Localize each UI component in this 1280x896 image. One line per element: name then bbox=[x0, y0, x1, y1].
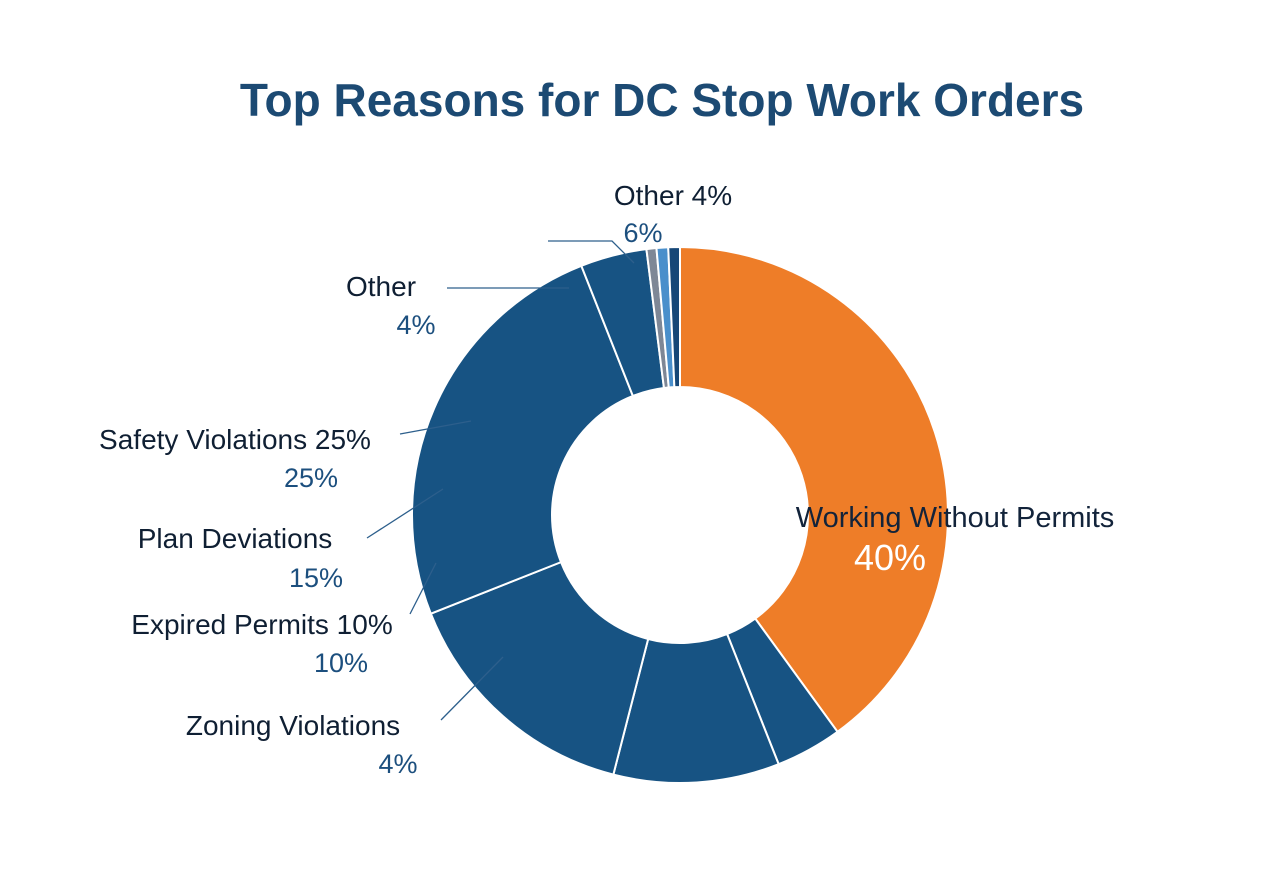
slice-label-working-without-permits: Working Without Permits bbox=[796, 502, 1115, 534]
slice-pct-zoning-violations: 4% bbox=[378, 749, 417, 779]
slice-label-plan-deviations: Plan Deviations bbox=[138, 523, 333, 554]
slice-label-other: Other bbox=[346, 271, 416, 302]
slice-pct-working-without-permits: 40% bbox=[854, 537, 926, 578]
slice-label-safety-violations: Safety Violations 25% bbox=[99, 424, 371, 455]
donut-slice-3 bbox=[429, 560, 650, 776]
slice-pct-expired-permits: 10% bbox=[314, 648, 368, 678]
donut-slice-8 bbox=[667, 245, 681, 389]
slice-label-zoning-violations: Zoning Violations bbox=[186, 710, 400, 741]
leader-line-1 bbox=[409, 562, 437, 615]
donut-slices bbox=[411, 245, 949, 784]
donut-slice-0 bbox=[679, 245, 949, 734]
slice-pct-safety-violations: 25% bbox=[284, 463, 338, 493]
leader-line-2 bbox=[366, 488, 444, 539]
slice-label-expired-permits: Expired Permits 10% bbox=[131, 609, 392, 640]
leader-line-3 bbox=[399, 420, 472, 435]
slice-pct-other-top: 6% bbox=[623, 218, 662, 248]
slice-pct-other: 4% bbox=[396, 310, 435, 340]
slice-label-other-top: Other 4% bbox=[614, 180, 732, 211]
leader-line-0 bbox=[440, 656, 504, 721]
leader-lines bbox=[366, 240, 635, 721]
donut-slice-4 bbox=[411, 264, 635, 615]
chart-title: Top Reasons for DC Stop Work Orders bbox=[240, 74, 1084, 126]
leader-line-5 bbox=[548, 240, 635, 264]
slice-pct-plan-deviations: 15% bbox=[289, 563, 343, 593]
